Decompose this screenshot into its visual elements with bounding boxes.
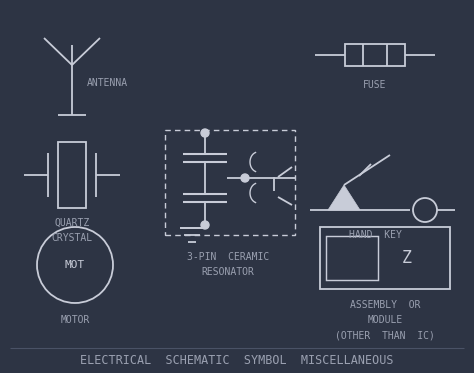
Bar <box>320 227 450 289</box>
Bar <box>165 130 295 235</box>
Text: QUARTZ: QUARTZ <box>55 218 90 228</box>
Circle shape <box>201 129 209 137</box>
Text: HAND  KEY: HAND KEY <box>348 230 401 240</box>
Text: ASSEMBLY  OR: ASSEMBLY OR <box>350 300 420 310</box>
Text: MOT: MOT <box>65 260 85 270</box>
Circle shape <box>201 221 209 229</box>
Bar <box>326 236 378 280</box>
Polygon shape <box>328 185 360 210</box>
Text: MOTOR: MOTOR <box>60 315 90 325</box>
Circle shape <box>241 174 249 182</box>
Text: (OTHER  THAN  IC): (OTHER THAN IC) <box>335 330 435 340</box>
Text: 3-PIN  CERAMIC: 3-PIN CERAMIC <box>187 252 269 262</box>
Text: CRYSTAL: CRYSTAL <box>52 233 92 243</box>
Text: RESONATOR: RESONATOR <box>201 267 255 277</box>
Text: FUSE: FUSE <box>363 80 387 90</box>
Text: ANTENNA: ANTENNA <box>87 78 128 88</box>
Text: MODULE: MODULE <box>367 315 402 325</box>
Bar <box>345 44 405 66</box>
Text: Z: Z <box>402 249 412 267</box>
Bar <box>58 142 86 208</box>
Text: ELECTRICAL  SCHEMATIC  SYMBOL  MISCELLANEOUS: ELECTRICAL SCHEMATIC SYMBOL MISCELLANEOU… <box>80 354 394 367</box>
